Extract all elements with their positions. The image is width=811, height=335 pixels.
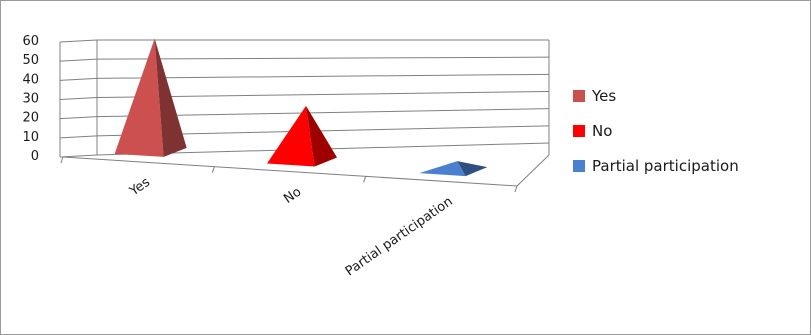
- x-category-label: Partial participation: [343, 194, 456, 279]
- legend-label: Yes: [591, 87, 616, 105]
- side-gridline: [59, 39, 98, 43]
- x-category-label: No: [281, 184, 304, 206]
- side-gridline: [59, 77, 98, 81]
- pyramid-partial-participation: [419, 161, 488, 177]
- floor-right-edge: [516, 154, 550, 187]
- y-tick-label: 50: [22, 53, 39, 68]
- legend-label: No: [592, 122, 612, 140]
- floor-front-edge: [62, 156, 518, 187]
- legend-swatch: [573, 90, 585, 102]
- pyramid-layer: [114, 38, 488, 177]
- side-gridline: [59, 97, 98, 100]
- pyramid-no: [267, 105, 337, 167]
- legend: Yes No Partial participation: [573, 87, 739, 175]
- x-axis-labels: Yes No Partial participation: [126, 175, 455, 280]
- pyramid-front-face: [267, 105, 315, 167]
- y-tick-label: 30: [22, 92, 39, 107]
- pyramid-front-face: [114, 38, 164, 157]
- y-tick-label: 40: [22, 72, 39, 87]
- y-axis-ticks: 60 50 40 30 20 10 0: [22, 34, 39, 164]
- legend-label: Partial participation: [592, 157, 739, 175]
- x-tick-mark: [211, 166, 215, 173]
- x-tick-mark: [363, 176, 367, 183]
- side-gridline: [59, 58, 98, 62]
- pyramid-side-face: [457, 161, 488, 177]
- legend-swatch: [573, 125, 585, 137]
- gridline: [96, 56, 550, 60]
- pyramid-side-face: [306, 105, 337, 167]
- x-category-label: Yes: [126, 175, 153, 200]
- x-tick-mark: [60, 156, 64, 164]
- pyramid-side-face: [154, 38, 187, 157]
- y-tick-label: 60: [22, 34, 39, 49]
- side-gridline: [59, 135, 98, 139]
- y-tick-label: 20: [22, 111, 39, 126]
- pyramid-yes: [114, 38, 187, 157]
- gridline: [96, 73, 550, 79]
- pyramid-front-face: [419, 161, 466, 177]
- y-tick-label: 10: [22, 130, 39, 145]
- gridline: [96, 91, 550, 98]
- legend-swatch: [573, 160, 585, 172]
- x-tick-mark: [514, 185, 518, 193]
- y-tick-label: 0: [31, 149, 39, 164]
- side-gridline: [59, 154, 98, 158]
- side-gridline: [59, 116, 98, 120]
